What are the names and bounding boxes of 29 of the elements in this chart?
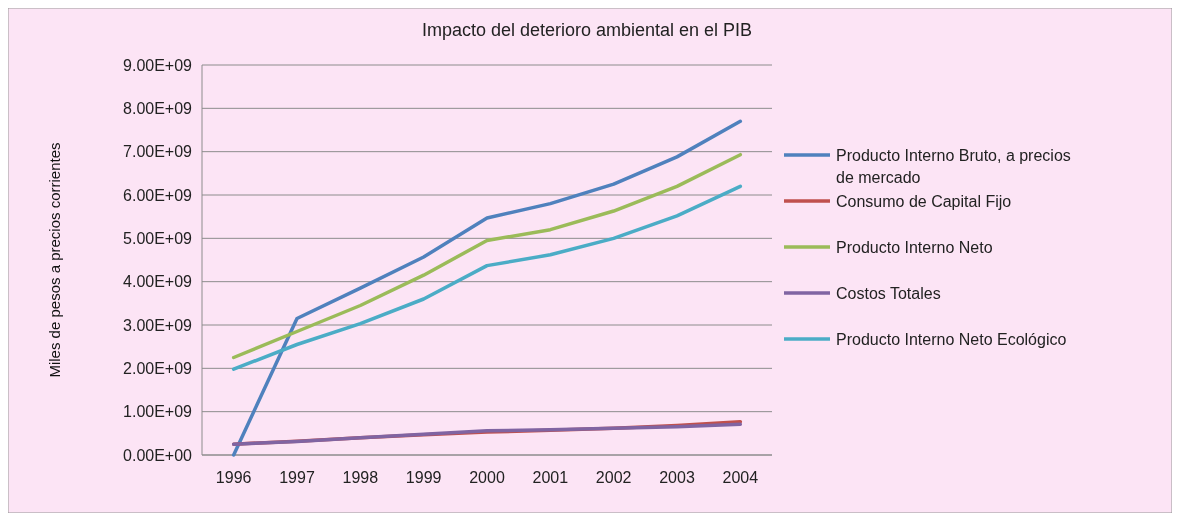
x-tick-label: 2002 [595, 469, 632, 486]
chart-title: Impacto del deterioro ambiental en el PIB [421, 20, 753, 40]
x-tick-label: 2001 [532, 469, 569, 486]
y-tick-label: 9.00E+09 [123, 56, 193, 74]
x-tick-label: 2004 [722, 469, 759, 486]
x-tick-label: 1997 [279, 469, 315, 486]
x-tick-label: 1998 [342, 469, 379, 486]
x-tick-label: 1996 [215, 469, 252, 486]
y-tick-label: 2.00E+09 [123, 359, 193, 377]
x-tick-label: 2000 [469, 469, 505, 486]
legend-label: Consumo de Capital Fijo [836, 193, 1012, 210]
legend-label: Costos Totales [836, 285, 941, 302]
y-tick-label: 8.00E+09 [123, 99, 193, 117]
line-series [231, 184, 743, 371]
y-axis-title: Miles de pesos a precios corrientes [46, 142, 63, 378]
line-series [231, 152, 743, 360]
legend-label: Producto Interno Neto [836, 239, 993, 256]
y-tick-label: 3.00E+09 [123, 316, 193, 334]
y-tick-label: 6.00E+09 [123, 186, 193, 204]
y-tick-label: 4.00E+09 [123, 273, 193, 291]
y-tick-label: 7.00E+09 [123, 143, 193, 161]
y-tick-label: 1.00E+09 [123, 403, 193, 421]
line-series [231, 119, 743, 457]
x-tick-label: 2003 [659, 469, 695, 486]
y-tick-label: 5.00E+09 [123, 229, 193, 247]
y-tick-label: 0.00E+00 [123, 446, 193, 464]
legend-label: Producto Interno Neto Ecológico [836, 331, 1067, 348]
legend-label: Producto Interno Bruto, a precios de mercado [836, 147, 1071, 186]
x-tick-label: 1999 [405, 469, 442, 486]
